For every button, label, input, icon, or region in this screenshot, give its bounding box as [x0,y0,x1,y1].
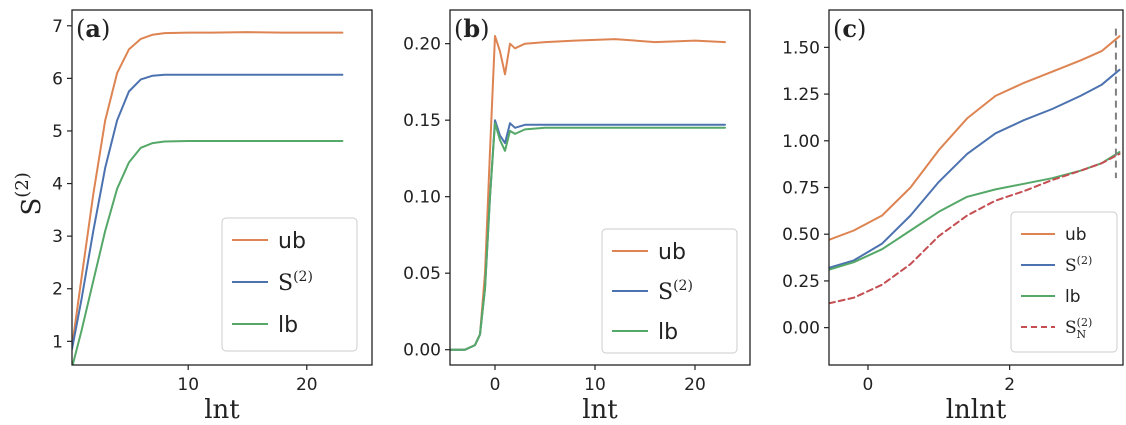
legend-label: S(2) [658,278,693,305]
y-tick-label: 0.25 [782,272,820,292]
y-tick-label: 0.50 [782,225,820,245]
x-tick-label: 20 [296,375,318,395]
y-tick-label: 5 [52,122,63,142]
panel-a: 10 20 1 2 3 4 5 6 7 lnt S(2) (a) ub S(2) lb [12,9,373,425]
series-line-ub [829,35,1121,241]
x-tick-label: 0 [863,375,874,395]
x-tick-label: 20 [684,375,706,395]
y-tick-label: 1.50 [782,38,820,58]
y-tick-label: 4 [52,175,63,195]
y-tick-label: 0.00 [782,319,820,339]
y-tick-label: 0.20 [403,35,441,55]
panel-b: 0 10 20 0.00 0.05 0.10 0.15 0.20 lnt (b) ub S(2) lb [403,9,751,425]
y-tick-label: 0.00 [403,341,441,361]
y-tick-label: 1 [52,332,63,352]
y-tick-label: 0.05 [403,264,441,284]
legend-label: lb [278,313,298,338]
series-line-s2-n [829,152,1121,305]
y-tick-label: 7 [52,17,63,37]
x-tick-label: 10 [177,375,199,395]
plot-area [829,35,1121,305]
panel-label: (b) [454,14,490,43]
panel-c: 0 2 0.00 0.25 0.50 0.75 1.00 1.25 1.50 lnlnt (c) ub… [782,9,1124,425]
panel-label: (a) [76,14,110,43]
plot-area [450,35,726,351]
panel-label: (c) [833,14,866,43]
y-tick-label: 2 [52,280,63,300]
x-axis-label: lnt [582,395,618,425]
legend-label: S(2) [278,269,313,296]
legend: ub S(2) lb [221,217,358,352]
x-axis-label: lnlnt [946,395,1007,425]
y-tick-label: 0.15 [403,111,441,131]
series-line-s2 [72,73,344,351]
y-tick-label: 1.00 [782,132,820,152]
series-line-lb [72,140,344,365]
x-tick-label: 2 [1004,375,1015,395]
x-tick-label: 0 [490,375,501,395]
legend: ub S(2) lb S(2) N [1010,211,1118,353]
legend-label: lb [658,320,678,345]
axes-frame [449,9,751,366]
legend-label: ub [278,229,306,254]
y-tick-label: 3 [52,227,63,247]
plot-area [72,31,344,365]
axes-frame [71,9,373,366]
legend-label: S(2) N [1065,316,1092,341]
y-tick-label: 0.10 [403,188,441,208]
y-tick-label: 1.25 [782,85,820,105]
legend-label: ub [658,240,686,265]
x-axis-label: lnt [204,395,240,425]
series-line-ub [72,31,344,348]
y-axis-label: S(2) [12,172,47,215]
legend-label: lb [1065,287,1081,307]
legend-label: ub [1065,225,1087,245]
series-line-lb [450,122,726,351]
x-tick-label: 10 [584,375,606,395]
series-line-s2 [829,68,1121,269]
y-tick-label: 0.75 [782,179,820,199]
y-tick-label: 6 [52,69,63,89]
legend: ub S(2) lb [601,228,738,354]
legend-label: S(2) [1065,254,1092,276]
